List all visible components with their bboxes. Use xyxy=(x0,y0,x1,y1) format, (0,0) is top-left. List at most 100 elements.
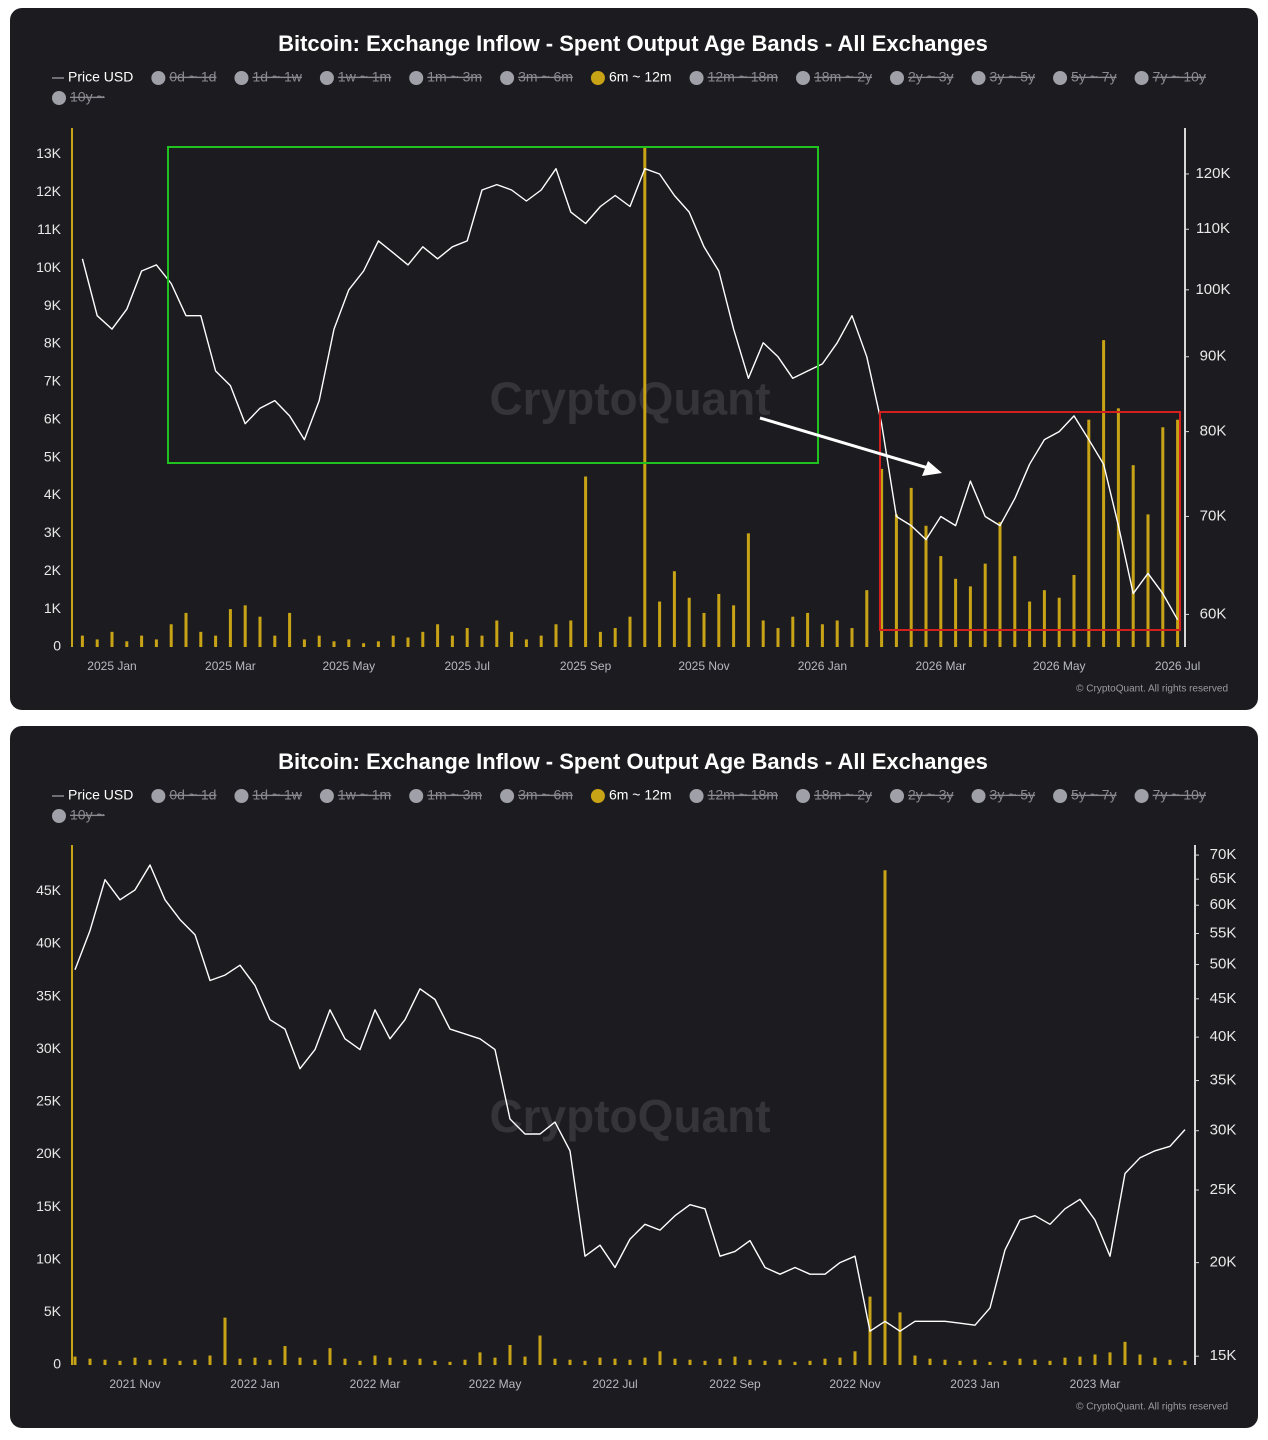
bar xyxy=(169,624,173,647)
y-tick-label: 5K xyxy=(44,1303,62,1319)
legend-swatch xyxy=(689,789,704,803)
bar xyxy=(258,616,262,647)
bar xyxy=(328,1348,332,1365)
y2-tick-label: 20K xyxy=(1210,1254,1237,1271)
legend-swatch xyxy=(151,789,166,803)
bar xyxy=(1028,601,1032,647)
bar xyxy=(958,1360,962,1365)
legend-item: 3y ~ 5y xyxy=(971,787,1035,803)
bar xyxy=(865,590,869,647)
bar xyxy=(1153,1357,1157,1365)
bar xyxy=(943,1359,947,1365)
legend-item: 1m ~ 3m xyxy=(409,69,482,85)
bar xyxy=(495,620,499,647)
bar xyxy=(406,637,410,647)
y2-tick-label: 30K xyxy=(1210,1122,1237,1139)
legend-swatch xyxy=(890,71,904,85)
bar xyxy=(388,1357,392,1365)
bar xyxy=(523,1356,527,1365)
legend-swatch xyxy=(1134,789,1149,803)
x-tick-label: 2026 May xyxy=(1033,659,1086,673)
bar xyxy=(88,1358,92,1365)
bar xyxy=(376,641,380,647)
x-tick-label: 2025 Jan xyxy=(87,659,136,673)
bar xyxy=(1033,1359,1037,1365)
legend-item: 2y ~ 3y xyxy=(890,69,954,85)
bar xyxy=(493,1357,497,1365)
bar xyxy=(883,870,887,1365)
legend-item: 18m ~ 2y xyxy=(796,69,872,85)
bar xyxy=(598,631,602,647)
bar xyxy=(433,1360,437,1365)
legend-swatch xyxy=(319,789,334,803)
chart: Bitcoin: Exchange Inflow - Spent Output … xyxy=(36,749,1236,1413)
bar xyxy=(658,601,662,647)
legend-swatch xyxy=(1053,789,1068,803)
legend-item: 7y ~ 10y xyxy=(1134,69,1206,85)
bar xyxy=(243,605,247,647)
bar xyxy=(125,641,129,647)
legend-swatch xyxy=(971,789,986,803)
y2-tick-label: 45K xyxy=(1210,990,1237,1007)
legend-label: 12m ~ 18m xyxy=(708,69,778,85)
bar xyxy=(913,1355,917,1365)
bar xyxy=(184,612,188,647)
bar xyxy=(288,612,292,647)
bar xyxy=(806,612,810,647)
x-tick-label: 2026 Jan xyxy=(798,659,847,673)
bar xyxy=(110,631,114,647)
legend-label: 5y ~ 7y xyxy=(1071,787,1117,803)
bar xyxy=(778,1359,782,1365)
bar xyxy=(448,1361,452,1365)
legend-label: 1m ~ 3m xyxy=(427,69,482,85)
copyright: © CryptoQuant. All rights reserved xyxy=(1076,684,1228,695)
bar xyxy=(898,1312,902,1365)
legend-label: 7y ~ 10y xyxy=(1153,69,1206,85)
legend-label: 6m ~ 12m xyxy=(609,69,672,85)
bar xyxy=(1146,514,1150,647)
legend-label: 10y ~ xyxy=(70,807,105,823)
bar xyxy=(223,1317,227,1365)
y-tick-label: 30K xyxy=(36,1040,62,1056)
bar xyxy=(140,635,144,647)
legend-swatch xyxy=(590,789,605,803)
bar xyxy=(569,620,573,647)
y2-tick-label: 60K xyxy=(1200,605,1227,622)
legend-swatch xyxy=(319,71,334,85)
bar xyxy=(228,609,232,647)
legend-label: 6m ~ 12m xyxy=(609,787,672,803)
legend-item: 3y ~ 5y xyxy=(971,69,1035,85)
y-tick-label: 20K xyxy=(36,1145,62,1161)
annotations xyxy=(167,146,1181,631)
bar xyxy=(584,476,588,647)
bar xyxy=(791,616,795,647)
x-tick-label: 2022 Jul xyxy=(592,1377,637,1391)
y-tick-label: 10K xyxy=(36,1250,62,1266)
y-tick-label: 45K xyxy=(36,882,62,898)
legend-label: 7y ~ 10y xyxy=(1153,787,1206,803)
legend-item: 7y ~ 10y xyxy=(1134,787,1206,803)
bar xyxy=(613,1358,617,1365)
y-tick-label: 10K xyxy=(36,259,62,275)
legend-swatch xyxy=(796,789,811,803)
bar xyxy=(1072,575,1076,647)
y2-tick-label: 90K xyxy=(1200,348,1227,365)
bar xyxy=(583,1360,587,1365)
legend-item: 3m ~ 6m xyxy=(500,787,573,803)
bar xyxy=(273,635,277,647)
bar xyxy=(554,624,558,647)
bar xyxy=(1138,1354,1142,1365)
x-tick-label: 2025 May xyxy=(322,659,375,673)
legend-swatch xyxy=(796,71,811,85)
x-tick-label: 2021 Nov xyxy=(109,1377,160,1391)
bar xyxy=(988,1361,992,1365)
bar xyxy=(748,1359,752,1365)
bar xyxy=(508,1345,512,1365)
legend-swatch xyxy=(971,71,986,85)
bar xyxy=(73,1356,77,1365)
bar xyxy=(598,1357,602,1365)
legend-item: Price USD xyxy=(52,787,133,803)
panel xyxy=(10,8,1258,710)
y2-tick-label: 15K xyxy=(1210,1347,1237,1364)
bar xyxy=(193,1359,197,1365)
